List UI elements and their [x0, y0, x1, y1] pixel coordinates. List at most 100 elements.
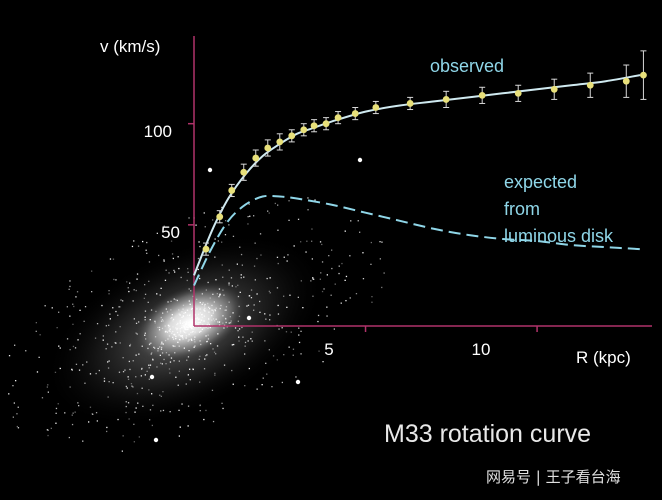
galaxy-star: [289, 294, 291, 296]
galaxy-star: [313, 278, 315, 280]
observed-point: [240, 163, 248, 181]
galaxy-star: [178, 360, 180, 362]
galaxy-star: [379, 258, 381, 260]
galaxy-star: [152, 359, 154, 361]
galaxy-star: [150, 342, 152, 344]
galaxy-star: [16, 413, 18, 415]
galaxy-star: [214, 238, 216, 240]
galaxy-star: [83, 320, 85, 322]
galaxy-star: [242, 336, 244, 338]
galaxy-star: [119, 306, 121, 308]
galaxy-star: [144, 293, 147, 295]
galaxy-star: [78, 405, 80, 407]
observed-point: [300, 123, 308, 137]
galaxy-star: [136, 278, 138, 280]
galaxy-star: [268, 349, 270, 351]
galaxy-star: [228, 269, 230, 271]
galaxy-star: [300, 241, 302, 243]
galaxy-star: [165, 269, 167, 271]
galaxy-star: [181, 335, 183, 337]
galaxy-star: [25, 350, 27, 352]
galaxy-star: [174, 345, 176, 347]
observed-point-marker: [372, 104, 380, 111]
galaxy-star: [154, 320, 156, 322]
galaxy-star: [47, 434, 49, 437]
galaxy-star: [166, 331, 168, 333]
galaxy-star: [297, 296, 299, 298]
galaxy-star: [138, 321, 140, 323]
galaxy-star: [140, 375, 142, 377]
galaxy-star: [268, 290, 270, 292]
galaxy-star: [148, 261, 151, 263]
galaxy-star: [251, 340, 253, 342]
galaxy-star: [217, 240, 219, 242]
galaxy-star: [91, 270, 93, 272]
galaxy-star: [131, 245, 134, 248]
galaxy-star: [14, 344, 16, 346]
galaxy-star: [189, 379, 191, 381]
galaxy-star: [321, 261, 324, 263]
galaxy-star: [118, 306, 120, 308]
observed-point-marker: [351, 110, 359, 117]
galaxy-star: [175, 327, 177, 329]
galaxy-star: [276, 359, 278, 361]
galaxy-star: [180, 335, 182, 337]
galaxy-star: [187, 425, 189, 427]
galaxy-star: [190, 320, 192, 322]
galaxy-star: [197, 323, 199, 326]
galaxy-star: [251, 331, 253, 333]
galaxy-star: [256, 293, 258, 295]
galaxy-star: [178, 267, 180, 270]
galaxy-star: [133, 318, 135, 320]
galaxy-star: [246, 315, 252, 321]
galaxy-star: [192, 368, 194, 370]
galaxy-star: [199, 340, 201, 342]
galaxy-star: [223, 327, 225, 329]
galaxy-star: [188, 350, 190, 352]
galaxy-star: [321, 290, 324, 293]
galaxy-star: [71, 414, 73, 416]
galaxy-star: [199, 301, 201, 304]
observed-point-marker: [276, 138, 284, 146]
galaxy-star: [182, 308, 184, 310]
galaxy-star: [192, 320, 194, 323]
axes: [188, 36, 652, 332]
galaxy-star: [216, 293, 218, 295]
galaxy-star: [160, 362, 162, 364]
galaxy-star: [184, 328, 186, 330]
galaxy-star: [269, 277, 271, 279]
galaxy-star: [179, 322, 181, 324]
expected-annotation-line-1: expected: [504, 172, 577, 192]
galaxy-star: [17, 406, 19, 408]
galaxy-star: [370, 263, 372, 265]
galaxy-star: [314, 199, 316, 201]
galaxy-star: [247, 304, 250, 306]
galaxy-star: [213, 351, 216, 353]
galaxy-star: [256, 257, 258, 260]
galaxy-star: [115, 310, 117, 313]
galaxy-star: [211, 309, 213, 311]
observed-point: [322, 117, 330, 131]
observed-point-marker: [640, 71, 647, 79]
galaxy-star: [330, 294, 332, 296]
galaxy-star: [102, 335, 104, 337]
galaxy-star: [264, 313, 266, 315]
galaxy-star: [218, 296, 220, 298]
galaxy-star: [55, 412, 57, 414]
galaxy-star: [243, 276, 245, 278]
galaxy-star: [126, 281, 128, 283]
galaxy-star: [269, 292, 271, 294]
galaxy-star: [201, 313, 203, 316]
galaxy-star: [182, 315, 184, 317]
galaxy-star: [164, 279, 167, 281]
galaxy-star: [178, 313, 180, 315]
galaxy-star: [276, 287, 279, 289]
galaxy-star: [267, 210, 269, 212]
galaxy-star: [231, 344, 233, 346]
galaxy-star: [196, 298, 198, 300]
galaxy-star: [71, 423, 74, 426]
observed-point: [334, 111, 342, 125]
galaxy-star: [94, 337, 97, 339]
galaxy-star: [237, 320, 239, 322]
galaxy-star: [179, 328, 181, 330]
